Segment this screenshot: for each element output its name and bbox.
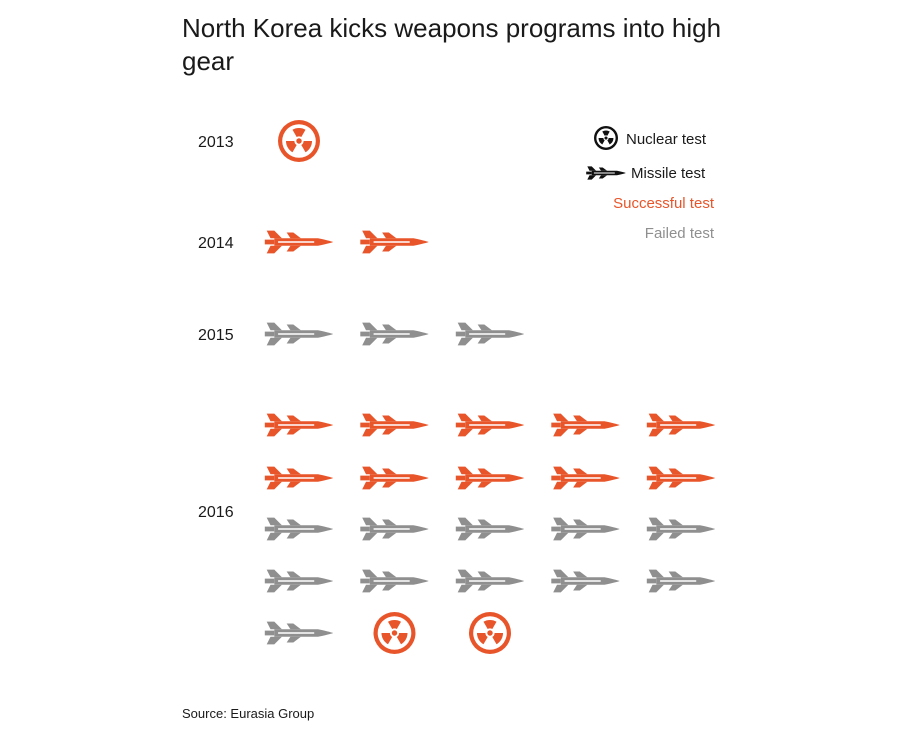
source-note: Source: Eurasia Group	[182, 706, 315, 721]
legend-nuclear-icon	[594, 126, 618, 150]
missile-test-successful-2016-7	[360, 466, 429, 490]
missile-test-successful-2016-3	[455, 413, 525, 437]
missile-test-successful-2016-8	[455, 466, 525, 490]
missile-test-failed-2016-18	[455, 569, 525, 593]
missile-test-successful-2016-9	[551, 466, 620, 490]
missile-test-failed-2016-11	[264, 517, 334, 541]
year-label-2013: 2013	[198, 134, 234, 151]
missile-test-successful-2016-4	[551, 413, 620, 437]
missile-test-failed-2015-1	[264, 322, 334, 346]
missile-test-failed-2016-16	[264, 569, 334, 593]
legend-nuclear-label: Nuclear test	[626, 131, 707, 148]
missile-test-successful-2016-6	[264, 466, 334, 490]
legend-missile-label: Missile test	[631, 165, 706, 182]
missile-test-successful-2016-5	[646, 413, 716, 437]
missile-test-successful-2014-2	[360, 230, 429, 254]
year-label-2014: 2014	[198, 235, 234, 252]
missile-test-failed-2015-2	[360, 322, 429, 346]
nuclear-test-successful-2016-22	[373, 612, 416, 654]
nuclear-test-successful-2016-23	[469, 612, 511, 654]
missile-test-failed-2016-19	[551, 569, 620, 593]
missile-test-successful-2016-10	[646, 466, 716, 490]
missile-test-failed-2016-21	[264, 621, 334, 645]
legend-successful-label: Successful test	[613, 195, 715, 212]
missile-test-successful-2016-2	[360, 413, 429, 437]
missile-test-failed-2016-12	[360, 517, 429, 541]
missile-test-failed-2016-14	[551, 517, 620, 541]
legend-failed-label: Failed test	[645, 225, 715, 242]
year-label-2016: 2016	[198, 504, 234, 521]
missile-test-failed-2016-17	[360, 569, 429, 593]
missile-test-failed-2016-20	[646, 569, 716, 593]
missile-test-successful-2016-1	[264, 413, 334, 437]
chart-title: North Korea kicks weapons programs into …	[182, 13, 722, 76]
missile-test-successful-2014-1	[264, 230, 334, 254]
year-label-2015: 2015	[198, 327, 234, 344]
missile-test-failed-2016-13	[455, 517, 525, 541]
nuclear-test-successful-2013-1	[278, 120, 320, 162]
missile-test-failed-2015-3	[455, 322, 525, 346]
legend-missile-icon	[586, 166, 626, 180]
missile-test-failed-2016-15	[646, 517, 716, 541]
legend: Nuclear test Missile test Successful test F…	[586, 126, 715, 242]
